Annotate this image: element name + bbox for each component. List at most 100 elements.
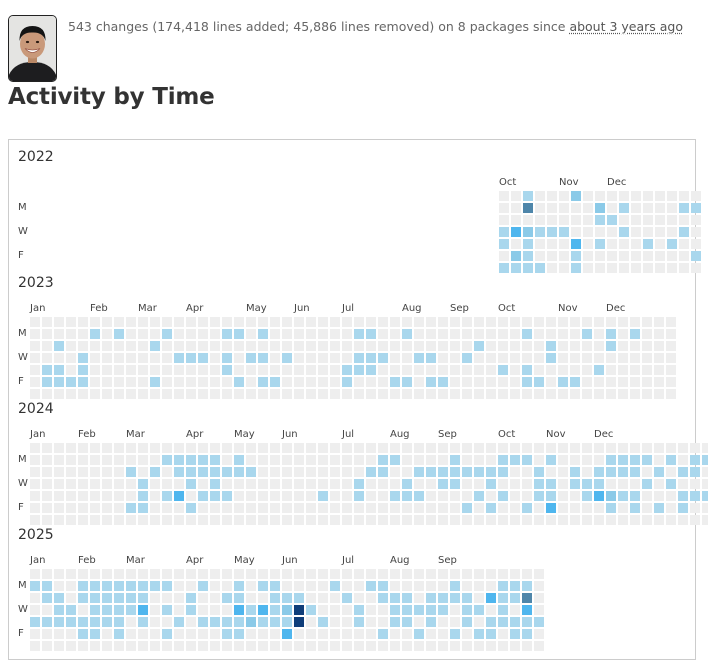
activity-day-cell[interactable] (330, 341, 340, 351)
activity-day-cell[interactable] (510, 605, 520, 615)
activity-day-cell[interactable] (90, 569, 100, 579)
activity-day-cell[interactable] (126, 317, 136, 327)
activity-day-cell[interactable] (378, 569, 388, 579)
activity-day-cell[interactable] (606, 389, 616, 399)
activity-day-cell[interactable] (486, 317, 496, 327)
activity-day-cell[interactable] (186, 515, 196, 525)
activity-day-cell[interactable] (42, 467, 52, 477)
activity-day-cell[interactable] (366, 617, 376, 627)
activity-day-cell[interactable] (294, 593, 304, 603)
activity-day-cell[interactable] (150, 605, 160, 615)
activity-day-cell[interactable] (282, 365, 292, 375)
activity-day-cell[interactable] (42, 503, 52, 513)
activity-day-cell[interactable] (426, 605, 436, 615)
activity-day-cell[interactable] (102, 467, 112, 477)
activity-day-cell[interactable] (547, 191, 557, 201)
activity-day-cell[interactable] (486, 341, 496, 351)
activity-day-cell[interactable] (498, 329, 508, 339)
activity-day-cell[interactable] (667, 215, 677, 225)
activity-day-cell[interactable] (330, 353, 340, 363)
activity-day-cell[interactable] (114, 479, 124, 489)
activity-day-cell[interactable] (510, 329, 520, 339)
activity-day-cell[interactable] (42, 641, 52, 651)
activity-day-cell[interactable] (354, 605, 364, 615)
activity-day-cell[interactable] (54, 641, 64, 651)
activity-day-cell[interactable] (30, 605, 40, 615)
activity-day-cell[interactable] (306, 605, 316, 615)
activity-day-cell[interactable] (498, 581, 508, 591)
activity-day-cell[interactable] (138, 617, 148, 627)
activity-day-cell[interactable] (522, 341, 532, 351)
activity-day-cell[interactable] (486, 617, 496, 627)
activity-day-cell[interactable] (294, 479, 304, 489)
activity-day-cell[interactable] (535, 263, 545, 273)
activity-day-cell[interactable] (294, 605, 304, 615)
activity-day-cell[interactable] (354, 581, 364, 591)
activity-day-cell[interactable] (378, 629, 388, 639)
activity-day-cell[interactable] (691, 215, 701, 225)
activity-day-cell[interactable] (90, 365, 100, 375)
activity-day-cell[interactable] (138, 593, 148, 603)
activity-day-cell[interactable] (330, 515, 340, 525)
activity-day-cell[interactable] (42, 341, 52, 351)
activity-day-cell[interactable] (366, 329, 376, 339)
activity-day-cell[interactable] (582, 317, 592, 327)
activity-day-cell[interactable] (90, 617, 100, 627)
activity-day-cell[interactable] (150, 443, 160, 453)
activity-day-cell[interactable] (54, 503, 64, 513)
activity-day-cell[interactable] (294, 317, 304, 327)
activity-day-cell[interactable] (594, 455, 604, 465)
activity-day-cell[interactable] (378, 515, 388, 525)
activity-day-cell[interactable] (78, 515, 88, 525)
activity-day-cell[interactable] (582, 341, 592, 351)
activity-day-cell[interactable] (234, 605, 244, 615)
activity-day-cell[interactable] (499, 215, 509, 225)
activity-day-cell[interactable] (462, 443, 472, 453)
activity-day-cell[interactable] (402, 569, 412, 579)
activity-day-cell[interactable] (78, 605, 88, 615)
activity-day-cell[interactable] (354, 503, 364, 513)
activity-day-cell[interactable] (534, 443, 544, 453)
activity-day-cell[interactable] (606, 443, 616, 453)
activity-day-cell[interactable] (523, 263, 533, 273)
activity-day-cell[interactable] (54, 353, 64, 363)
activity-day-cell[interactable] (330, 617, 340, 627)
activity-day-cell[interactable] (450, 629, 460, 639)
activity-day-cell[interactable] (450, 593, 460, 603)
activity-day-cell[interactable] (474, 569, 484, 579)
activity-day-cell[interactable] (138, 467, 148, 477)
activity-day-cell[interactable] (655, 203, 665, 213)
activity-day-cell[interactable] (690, 479, 700, 489)
activity-day-cell[interactable] (186, 377, 196, 387)
activity-day-cell[interactable] (306, 569, 316, 579)
activity-day-cell[interactable] (691, 191, 701, 201)
activity-day-cell[interactable] (690, 443, 700, 453)
activity-day-cell[interactable] (618, 467, 628, 477)
activity-day-cell[interactable] (378, 581, 388, 591)
activity-day-cell[interactable] (294, 377, 304, 387)
activity-day-cell[interactable] (294, 329, 304, 339)
activity-day-cell[interactable] (306, 317, 316, 327)
activity-day-cell[interactable] (583, 239, 593, 249)
activity-day-cell[interactable] (366, 365, 376, 375)
activity-day-cell[interactable] (414, 605, 424, 615)
activity-day-cell[interactable] (378, 329, 388, 339)
activity-day-cell[interactable] (618, 491, 628, 501)
activity-day-cell[interactable] (426, 581, 436, 591)
activity-day-cell[interactable] (42, 605, 52, 615)
activity-day-cell[interactable] (414, 515, 424, 525)
activity-day-cell[interactable] (54, 389, 64, 399)
activity-day-cell[interactable] (78, 629, 88, 639)
activity-day-cell[interactable] (390, 605, 400, 615)
activity-day-cell[interactable] (474, 605, 484, 615)
activity-day-cell[interactable] (162, 515, 172, 525)
activity-day-cell[interactable] (426, 593, 436, 603)
activity-day-cell[interactable] (138, 389, 148, 399)
activity-day-cell[interactable] (126, 491, 136, 501)
activity-day-cell[interactable] (210, 329, 220, 339)
activity-day-cell[interactable] (282, 467, 292, 477)
activity-day-cell[interactable] (90, 341, 100, 351)
activity-day-cell[interactable] (390, 569, 400, 579)
activity-day-cell[interactable] (534, 593, 544, 603)
activity-day-cell[interactable] (498, 515, 508, 525)
